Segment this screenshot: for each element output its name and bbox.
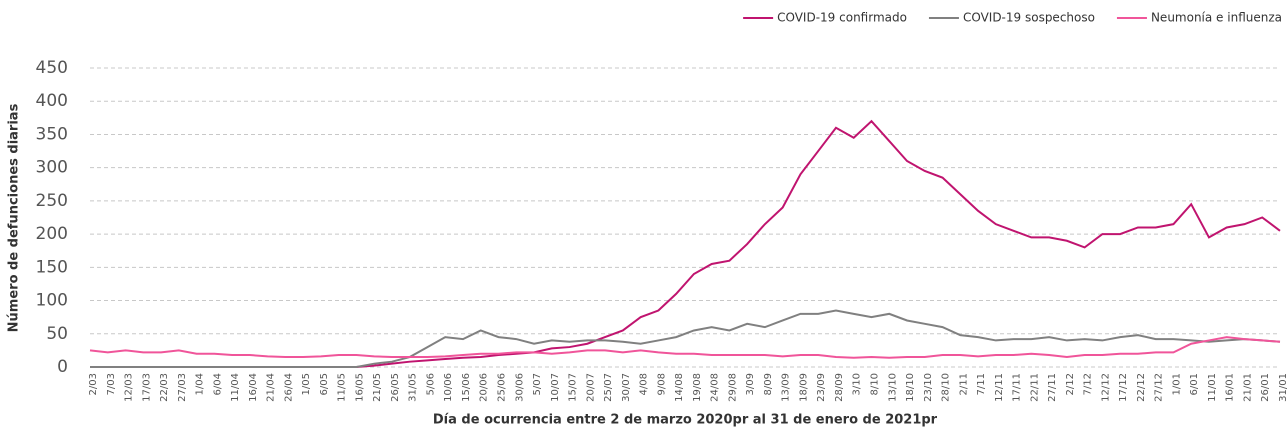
x-tick-label: 31/01 xyxy=(1278,373,1288,402)
x-tick-label: 26/05 xyxy=(390,373,401,402)
x-tick-label: 7/03 xyxy=(106,373,117,395)
x-tick-label: 12/12 xyxy=(1100,373,1111,402)
x-tick-label: 22/11 xyxy=(1029,373,1040,402)
y-tick-label: 0 xyxy=(57,357,68,377)
x-tick-label: 4/08 xyxy=(639,373,650,395)
x-tick-label: 11/05 xyxy=(337,373,348,402)
x-tick-label: 1/04 xyxy=(195,373,206,395)
x-tick-label: 2/03 xyxy=(88,373,99,395)
x-tick-label: 2/12 xyxy=(1065,373,1076,395)
y-tick-label: 150 xyxy=(36,257,68,277)
x-tick-label: 15/06 xyxy=(461,373,472,402)
x-tick-label: 2/11 xyxy=(958,373,969,395)
x-tick-label: 13/09 xyxy=(781,373,792,402)
y-tick-label: 350 xyxy=(36,124,68,144)
x-tick-label: 31/05 xyxy=(408,373,419,402)
legend-label: COVID-19 confirmado xyxy=(777,11,907,25)
x-tick-label: 16/05 xyxy=(354,373,365,402)
x-tick-label: 23/10 xyxy=(923,373,934,402)
y-axis-label: Número de defunciones diarias xyxy=(7,103,22,332)
x-tick-label: 21/05 xyxy=(372,373,383,402)
x-tick-label: 6/04 xyxy=(212,373,223,395)
x-tick-label: 12/03 xyxy=(124,373,135,402)
x-tick-label: 25/07 xyxy=(603,373,614,402)
x-tick-label: 29/08 xyxy=(727,373,738,402)
x-tick-label: 15/07 xyxy=(568,373,579,402)
x-tick-label: 30/07 xyxy=(621,373,632,402)
x-tick-label: 24/08 xyxy=(710,373,721,402)
y-tick-label: 200 xyxy=(36,224,68,244)
x-tick-label: 21/04 xyxy=(266,373,277,402)
x-tick-label: 27/12 xyxy=(1154,373,1165,402)
x-tick-label: 23/09 xyxy=(816,373,827,402)
x-tick-label: 14/08 xyxy=(674,373,685,402)
x-tick-label: 28/09 xyxy=(834,373,845,402)
x-tick-label: 17/11 xyxy=(1012,373,1023,402)
x-tick-label: 10/07 xyxy=(550,373,561,402)
x-tick-label: 11/01 xyxy=(1207,373,1218,402)
x-tick-label: 22/12 xyxy=(1136,373,1147,402)
x-tick-label: 16/04 xyxy=(248,373,259,402)
x-tick-label: 5/06 xyxy=(425,373,436,395)
series-line xyxy=(89,336,1281,359)
x-tick-label: 17/12 xyxy=(1118,373,1129,402)
series-line xyxy=(90,119,1281,368)
legend-label: Neumonía e influenza xyxy=(1151,11,1282,25)
x-tick-label: 9/08 xyxy=(656,373,667,395)
y-tick-label: 250 xyxy=(36,191,68,211)
series-line xyxy=(90,309,1281,368)
x-tick-label: 8/09 xyxy=(763,373,774,395)
x-tick-label: 26/01 xyxy=(1260,373,1271,402)
x-tick-label: 26/04 xyxy=(283,373,294,402)
x-tick-label: 19/08 xyxy=(692,373,703,402)
x-tick-label: 8/10 xyxy=(869,373,880,395)
x-tick-label: 13/10 xyxy=(887,373,898,402)
x-tick-label: 27/03 xyxy=(177,373,188,402)
x-axis-label: Día de ocurrencia entre 2 de marzo 2020p… xyxy=(433,413,938,428)
y-tick-label: 300 xyxy=(36,158,68,178)
x-tick-label: 6/05 xyxy=(319,373,330,395)
x-tick-label: 27/11 xyxy=(1047,373,1058,402)
x-tick-label: 18/09 xyxy=(798,373,809,402)
x-tick-label: 10/06 xyxy=(443,373,454,402)
x-tick-label: 6/01 xyxy=(1189,373,1200,395)
x-tick-label: 25/06 xyxy=(497,373,508,402)
x-tick-label: 3/09 xyxy=(745,373,756,395)
x-tick-label: 18/10 xyxy=(905,373,916,402)
y-tick-label: 50 xyxy=(46,324,68,344)
x-tick-label: 28/10 xyxy=(941,373,952,402)
x-tick-label: 12/11 xyxy=(994,373,1005,402)
x-tick-label: 7/11 xyxy=(976,373,987,395)
x-tick-label: 21/01 xyxy=(1242,373,1253,402)
x-tick-label: 1/01 xyxy=(1171,373,1182,395)
x-tick-label: 1/05 xyxy=(301,373,312,395)
x-tick-label: 20/07 xyxy=(585,373,596,402)
x-tick-label: 22/03 xyxy=(159,373,170,402)
x-tick-label: 5/07 xyxy=(532,373,543,395)
x-tick-label: 17/03 xyxy=(141,373,152,402)
x-tick-label: 30/06 xyxy=(514,373,525,402)
legend-label: COVID-19 sospechoso xyxy=(963,11,1095,25)
x-tick-label: 20/06 xyxy=(479,373,490,402)
y-tick-label: 100 xyxy=(36,291,68,311)
x-tick-label: 11/04 xyxy=(230,373,241,402)
x-tick-label: 7/12 xyxy=(1083,373,1094,395)
y-tick-label: 450 xyxy=(36,58,68,78)
x-tick-label: 3/10 xyxy=(852,373,863,395)
x-tick-label: 16/01 xyxy=(1225,373,1236,402)
y-tick-label: 400 xyxy=(36,91,68,111)
